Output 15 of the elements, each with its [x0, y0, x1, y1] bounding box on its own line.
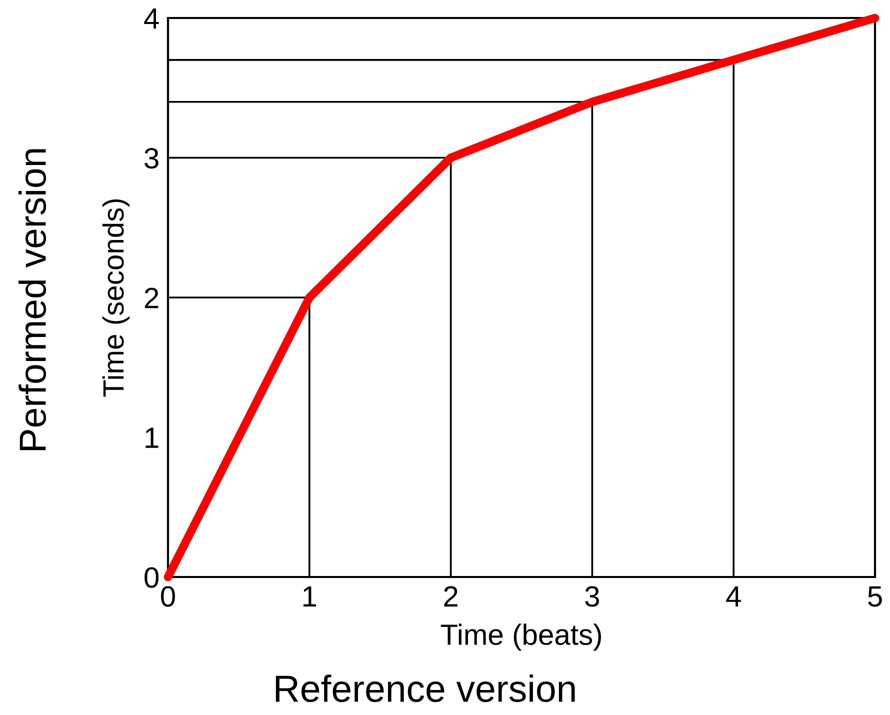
y-tick-label: 2	[144, 288, 158, 308]
y-axis-title: Time (seconds)	[102, 199, 130, 397]
y-tick-label: 1	[146, 428, 158, 448]
text: Reference version	[276, 674, 575, 702]
y-tick-label: 3	[144, 148, 158, 169]
text: Performed version	[18, 149, 46, 450]
y-tick-label: 0	[144, 567, 159, 588]
x-tick-label: 4	[726, 586, 741, 606]
y-tick-label: 4	[144, 8, 159, 29]
x-tick-label: 0	[161, 586, 175, 607]
x-axis-title: Time (beats)	[440, 624, 601, 651]
x-tick-label: 5	[868, 586, 882, 607]
x-tick-label: 3	[585, 586, 600, 607]
x-tick-label: 2	[444, 586, 458, 606]
x-tick-label: 1	[304, 586, 316, 606]
